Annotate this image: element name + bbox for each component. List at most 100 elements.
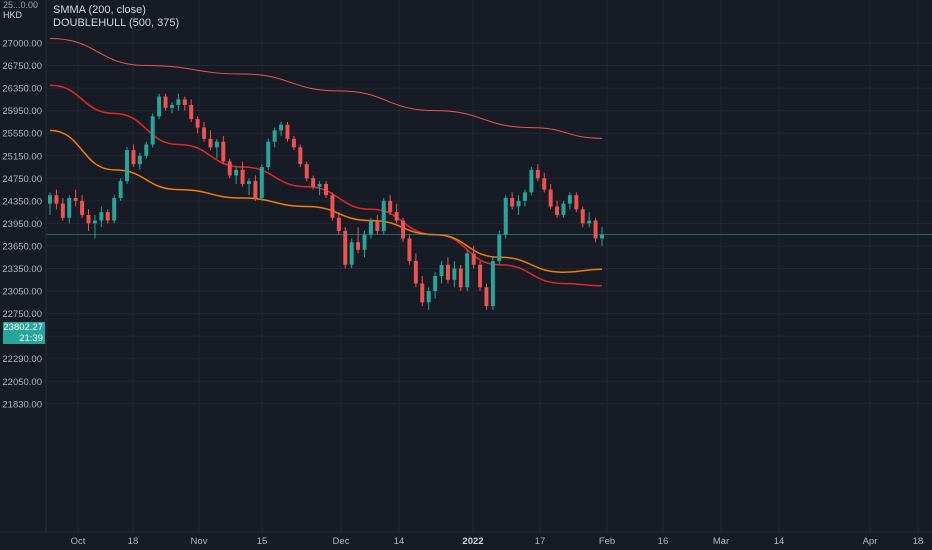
candle-body bbox=[125, 150, 130, 182]
candle-body bbox=[336, 217, 341, 231]
candle-body bbox=[131, 150, 136, 165]
price-tick-label: 22290.00 bbox=[2, 354, 42, 365]
price-tick-label: 22750.00 bbox=[2, 309, 42, 320]
candle-body bbox=[574, 195, 579, 210]
candle-body bbox=[234, 169, 239, 176]
price-tick-label: 22050.00 bbox=[2, 377, 42, 388]
currency-label: HKD bbox=[3, 10, 23, 20]
candle-body bbox=[375, 220, 380, 231]
indicator-line bbox=[49, 84, 603, 287]
currency-badge: 25...0.00 HKD bbox=[3, 0, 38, 20]
candle-body bbox=[48, 195, 52, 204]
candle-body bbox=[176, 99, 181, 106]
indicator-line bbox=[49, 37, 603, 139]
candle-body bbox=[272, 130, 277, 142]
candle-body bbox=[600, 234, 604, 239]
candle-body bbox=[426, 291, 431, 303]
candle-body bbox=[67, 198, 72, 218]
price-tick-label: 25550.00 bbox=[2, 129, 42, 140]
candle-body bbox=[362, 234, 367, 250]
time-tick-label: 17 bbox=[535, 536, 546, 547]
candle-body bbox=[105, 212, 110, 221]
price-axis-bg bbox=[0, 0, 46, 550]
currency-top-text: 25...0.00 bbox=[3, 0, 39, 10]
candle-body bbox=[555, 206, 560, 215]
candle-body bbox=[80, 200, 85, 215]
candle-body bbox=[407, 238, 412, 261]
candle-body bbox=[330, 195, 335, 218]
candle-body bbox=[478, 264, 483, 288]
price-axis[interactable]: 27000.00 26750.00 26350.00 25950.00 25550.00… bbox=[0, 0, 47, 550]
indicator-legend[interactable]: SMMA (200, close) DOUBLEHULL (500, 375) bbox=[53, 4, 179, 30]
time-tick-label: Mar bbox=[713, 536, 729, 547]
time-tick-label: Nov bbox=[191, 536, 208, 547]
candle-body bbox=[381, 200, 386, 231]
time-tick-label: 14 bbox=[774, 536, 785, 547]
last-price-tag: 23802.27 21:39 bbox=[3, 322, 45, 344]
candle-body bbox=[112, 198, 117, 221]
time-axis-bg bbox=[0, 532, 932, 550]
candle-body bbox=[522, 192, 527, 201]
candle-body bbox=[548, 189, 553, 207]
time-tick-label: 15 bbox=[257, 536, 268, 547]
candle-body bbox=[259, 167, 264, 199]
candle-body bbox=[567, 195, 572, 204]
candle-body bbox=[394, 212, 399, 221]
bar-countdown: 21:39 bbox=[19, 333, 43, 344]
candle-body bbox=[497, 234, 502, 261]
price-tick-label: 23950.00 bbox=[2, 219, 42, 230]
candle-body bbox=[163, 96, 168, 108]
candle-body bbox=[221, 141, 226, 162]
price-tick-label: 25150.00 bbox=[2, 151, 42, 162]
price-tick-label: 24750.00 bbox=[2, 174, 42, 185]
candle-body bbox=[484, 287, 489, 307]
candle-body bbox=[298, 147, 303, 165]
candle-body bbox=[388, 200, 393, 213]
price-tick-label: 21830.00 bbox=[2, 399, 42, 410]
candle-body bbox=[516, 200, 521, 207]
time-tick-label: 16 bbox=[658, 536, 669, 547]
candle-body bbox=[317, 183, 322, 187]
candle-body bbox=[439, 264, 444, 277]
legend-doublehull[interactable]: DOUBLEHULL (500, 375) bbox=[53, 17, 180, 29]
candle-body bbox=[471, 253, 476, 265]
candle-body bbox=[356, 242, 361, 250]
candle-body bbox=[118, 181, 123, 199]
legend-smma[interactable]: SMMA (200, close) bbox=[53, 4, 146, 16]
candle-body bbox=[420, 283, 425, 303]
candle-body bbox=[445, 264, 450, 280]
time-tick-label: Oct bbox=[71, 536, 86, 547]
candle-body bbox=[144, 144, 149, 156]
candle-body bbox=[279, 124, 284, 131]
price-tick-label: 27000.00 bbox=[2, 39, 42, 50]
candle-body bbox=[580, 209, 585, 224]
candle-body bbox=[529, 169, 534, 193]
candle-body bbox=[169, 105, 174, 108]
price-tick-label: 23350.00 bbox=[2, 264, 42, 275]
candle-body bbox=[92, 220, 97, 224]
candle-body bbox=[465, 253, 470, 288]
candle-body bbox=[157, 96, 162, 117]
candle-body bbox=[593, 220, 598, 239]
price-tick-label: 23650.00 bbox=[2, 241, 42, 252]
price-tick-label: 25950.00 bbox=[2, 106, 42, 117]
price-tick-label: 23050.00 bbox=[2, 287, 42, 298]
time-tick-label: 18 bbox=[128, 536, 139, 547]
candle-body bbox=[195, 119, 200, 128]
time-tick-label: 14 bbox=[394, 536, 405, 547]
candle-body bbox=[311, 178, 316, 187]
candle-body bbox=[240, 169, 245, 184]
time-tick-label: Dec bbox=[333, 536, 350, 547]
candle-body bbox=[490, 260, 495, 307]
candle-body bbox=[202, 127, 207, 139]
candle-body bbox=[73, 198, 78, 201]
time-axis[interactable]: Oct 18 Nov 15 Dec 14 2022 17 Feb 16 Mar 14 Apr 18 bbox=[0, 531, 932, 550]
candle-body bbox=[304, 164, 309, 179]
candle-body bbox=[253, 181, 258, 199]
candle-body bbox=[458, 268, 463, 288]
candle-body bbox=[542, 178, 547, 190]
candle-body bbox=[99, 212, 104, 221]
candle-body bbox=[587, 220, 592, 224]
time-tick-label: 2022 bbox=[462, 536, 483, 547]
